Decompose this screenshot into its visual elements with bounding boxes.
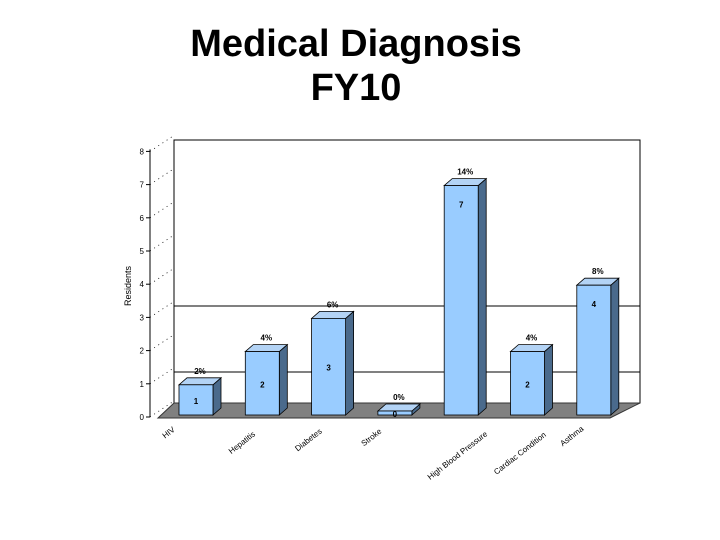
y-tick-label: 5 [140,247,145,256]
bar-5: 2 4% [509,334,554,416]
bar-2: 3 6% [310,300,355,416]
bar-side [544,343,553,416]
y-axis: 0 1 2 3 4 5 6 7 8 [140,135,175,422]
y-tick-depth-line [149,201,175,219]
y-tick-depth-line [149,267,175,285]
bar-percent-label: 8% [592,267,604,276]
bar-top [509,344,554,353]
y-tick-label: 0 [140,413,145,422]
bar-value-label: 7 [459,201,464,210]
bar-percent-label: 0% [393,393,405,402]
bar-top [376,403,421,412]
bar-4: 7 14% [443,168,488,416]
bar-front [244,351,280,416]
y-axis-label: Residents [123,265,133,306]
bar-percent-label: 4% [526,334,538,343]
bars: 1 2% 2 4% 3 6% 0 0% 7 14% 2 4% 4 8% [177,168,620,419]
bar-6: 4 8% [575,267,620,416]
x-tick-label: Cardiac Condition [492,430,548,476]
bar-front [510,351,545,416]
y-tick-label: 6 [140,214,145,223]
y-tick-depth-line [149,334,175,351]
bar-1: 2 4% [244,334,289,416]
bar-3: 0 0% [376,393,421,419]
chart-title-line1: Medical Diagnosis [190,23,522,65]
bar-value-label: 3 [326,364,331,373]
bar-front [178,384,214,416]
chart-walls [156,139,641,419]
bar-front [311,317,347,416]
bar-top [443,178,488,187]
bar-percent-label: 2% [194,367,206,376]
bar-value-label: 2 [260,380,265,389]
y-tick-label: 8 [140,147,145,156]
bar-value-label: 1 [194,397,199,406]
y-tick-depth-line [149,234,175,252]
back-wall [173,139,641,404]
bar-side [278,343,288,416]
y-tick-label: 1 [140,380,145,389]
y-tick-depth-line [149,168,175,185]
bar-front [443,185,479,416]
y-tick-label: 3 [140,313,145,322]
x-tick-label: Hepatitis [227,430,257,456]
y-tick-label: 2 [140,347,145,356]
bar-percent-label: 14% [457,168,473,177]
y-tick-label: 4 [140,280,145,289]
x-axis: HIV Hepatitis Diabetes Stroke High Blood Pre… [161,424,586,482]
bar-top [244,344,289,353]
bar-top [177,377,223,386]
bar-side [345,310,355,416]
bar-top [310,310,355,319]
y-tick-depth-line [149,135,175,152]
chart-title: Medical Diagnosis FY10 [0,22,720,110]
bar-value-label: 4 [592,300,597,309]
bar-side [477,177,487,416]
bar-front [576,284,612,416]
bar-front [377,410,413,416]
x-tick-label: HIV [161,425,178,441]
bar-percent-label: 6% [327,300,339,309]
y-tick-label: 7 [140,181,145,190]
bar-0: 1 2% [177,367,223,416]
x-tick-label: High Blood Pressure [426,429,490,482]
bar-value-label: 0 [393,410,398,419]
x-tick-label: Stroke [360,426,384,448]
bar-top [575,277,620,286]
bar-value-label: 2 [525,380,530,389]
x-tick-label: Diabetes [293,427,323,454]
bar-side [610,277,620,416]
y-tick-depth-line [149,301,175,318]
y-tick-depth-line [149,367,175,385]
chart-title-line2: FY10 [310,67,402,109]
bar-percent-label: 4% [261,334,273,343]
x-tick-label: Asthma [558,424,585,448]
